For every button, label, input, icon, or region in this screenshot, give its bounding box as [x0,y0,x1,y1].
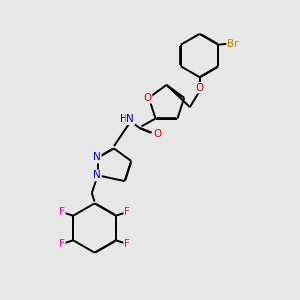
Text: N: N [127,114,134,124]
Text: O: O [153,128,161,139]
Text: O: O [143,93,152,103]
Text: N: N [93,170,101,181]
Text: H: H [120,114,128,124]
Text: Br: Br [227,39,239,49]
Text: F: F [124,239,130,249]
Text: O: O [195,82,204,93]
Text: F: F [59,207,65,217]
Text: N: N [93,152,101,163]
Text: F: F [59,239,65,249]
Text: F: F [124,207,130,217]
